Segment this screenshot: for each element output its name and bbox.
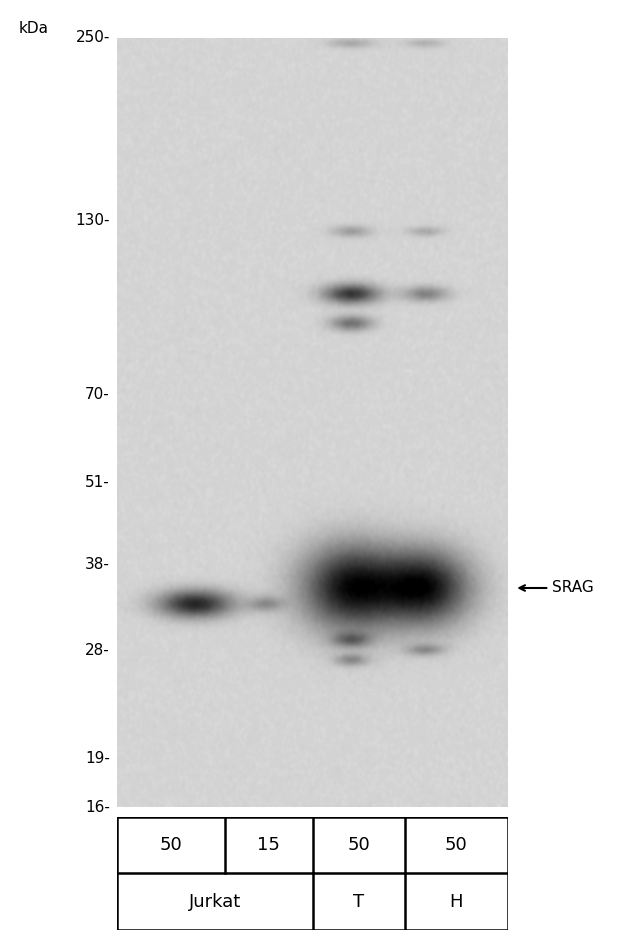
Text: 19-: 19- [85, 751, 110, 767]
Text: 130-: 130- [76, 213, 110, 228]
Text: kDa: kDa [19, 21, 49, 36]
Text: 50: 50 [160, 835, 182, 854]
Text: SRAG: SRAG [552, 581, 594, 596]
Text: 16-: 16- [85, 800, 110, 815]
Text: 15: 15 [257, 835, 280, 854]
Text: 50: 50 [347, 835, 370, 854]
Text: 51-: 51- [85, 475, 110, 490]
Text: H: H [450, 892, 463, 911]
Text: 50: 50 [445, 835, 467, 854]
Text: 38-: 38- [85, 558, 110, 572]
Text: 28-: 28- [85, 643, 110, 658]
Text: T: T [353, 892, 364, 911]
Text: 70-: 70- [85, 386, 110, 401]
Text: 250-: 250- [76, 30, 110, 45]
Text: Jurkat: Jurkat [189, 892, 241, 911]
